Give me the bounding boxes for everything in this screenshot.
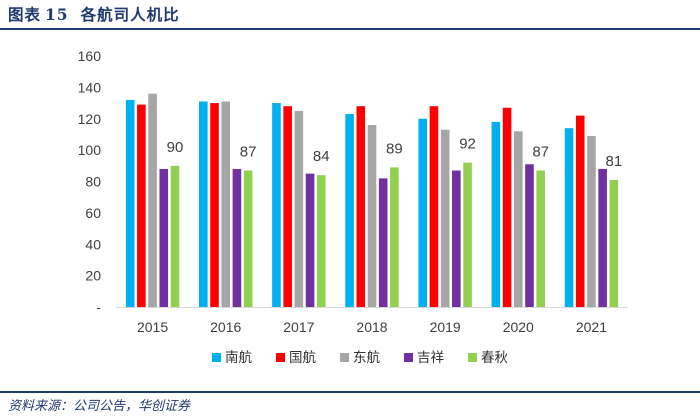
header-rule — [0, 28, 700, 30]
legend-label: 南航 — [225, 350, 252, 366]
y-tick-label: - — [96, 299, 101, 315]
y-tick-label: 80 — [85, 174, 101, 190]
data-label: 89 — [386, 140, 403, 157]
legend-swatch-东航 — [340, 353, 349, 362]
y-tick-label: 160 — [78, 48, 102, 64]
chart-title: 图表 15 各航司人机比 — [8, 3, 180, 25]
y-tick-label: 60 — [85, 205, 101, 221]
legend-swatch-国航 — [276, 353, 285, 362]
legend-swatch-吉祥 — [404, 353, 413, 362]
bar-东航-2016 — [221, 101, 231, 308]
bar-国航-2015 — [137, 104, 146, 307]
legend-label: 吉祥 — [417, 350, 444, 366]
y-tick-label: 100 — [78, 142, 102, 158]
bar-春秋-2018 — [390, 167, 399, 307]
bar-东航-2019 — [440, 129, 450, 307]
bar-南航-2020 — [491, 121, 501, 307]
legend-label: 国航 — [289, 350, 316, 366]
figure-label: 图表 — [8, 5, 42, 24]
bar-国航-2019 — [429, 106, 439, 307]
title-text: 各航司人机比 — [80, 5, 180, 24]
data-label: 84 — [313, 148, 330, 165]
x-tick-label: 2020 — [503, 319, 534, 335]
legend-label: 春秋 — [481, 350, 508, 366]
data-label: 92 — [459, 136, 476, 153]
x-tick-label: 2019 — [430, 319, 461, 335]
bar-吉祥-2020 — [525, 164, 534, 307]
y-tick-label: 140 — [78, 79, 102, 95]
bar-南航-2016 — [199, 101, 208, 308]
x-tick-label: 2017 — [283, 319, 314, 335]
bar-吉祥-2018 — [378, 178, 388, 307]
source-note: 资料来源：公司公告，华创证券 — [8, 399, 191, 414]
bar-国航-2016 — [210, 103, 219, 307]
x-tick-label: 2016 — [210, 319, 241, 335]
bar-南航-2015 — [125, 99, 135, 307]
bar-吉祥-2016 — [232, 168, 242, 307]
bar-春秋-2019 — [463, 162, 472, 307]
bar-东航-2021 — [587, 136, 596, 307]
bar-东航-2018 — [367, 125, 377, 308]
y-tick-label: 40 — [85, 236, 101, 252]
bar-春秋-2016 — [243, 170, 253, 307]
figure-number: 15 — [45, 5, 69, 24]
bar-春秋-2021 — [609, 179, 619, 307]
bar-国航-2017 — [283, 106, 292, 307]
bar-南航-2018 — [345, 114, 354, 307]
legend-swatch-春秋 — [468, 353, 477, 362]
y-tick-label: 120 — [78, 111, 102, 127]
bar-春秋-2017 — [316, 175, 326, 307]
bar-吉祥-2015 — [159, 168, 169, 307]
bar-吉祥-2019 — [452, 170, 461, 307]
bar-春秋-2015 — [170, 165, 180, 307]
bar-南航-2017 — [272, 103, 281, 307]
bar-东航-2020 — [513, 131, 523, 307]
bar-吉祥-2021 — [598, 168, 607, 307]
legend-swatch-南航 — [212, 353, 221, 362]
legend-label: 东航 — [353, 350, 380, 366]
footer-rule — [0, 391, 700, 393]
data-label: 90 — [167, 139, 184, 156]
bar-春秋-2020 — [536, 170, 545, 307]
bar-国航-2021 — [575, 115, 585, 307]
x-tick-label: 2015 — [137, 319, 168, 335]
bar-chart: - 20 40 60 80 100 120 140 160 90 2015 87 2016 84 2017 8… — [78, 48, 628, 366]
data-label: 87 — [532, 144, 549, 161]
data-label: 87 — [240, 144, 257, 161]
bar-南航-2021 — [564, 128, 574, 307]
bar-国航-2020 — [502, 107, 512, 307]
bar-东航-2017 — [294, 110, 304, 307]
x-tick-label: 2021 — [576, 319, 607, 335]
bar-东航-2015 — [148, 93, 157, 308]
x-tick-label: 2018 — [356, 319, 387, 335]
bar-吉祥-2017 — [305, 173, 315, 307]
y-tick-label: 20 — [85, 268, 101, 284]
bar-国航-2018 — [356, 106, 366, 307]
bar-南航-2019 — [418, 118, 428, 307]
data-label: 81 — [605, 153, 622, 170]
